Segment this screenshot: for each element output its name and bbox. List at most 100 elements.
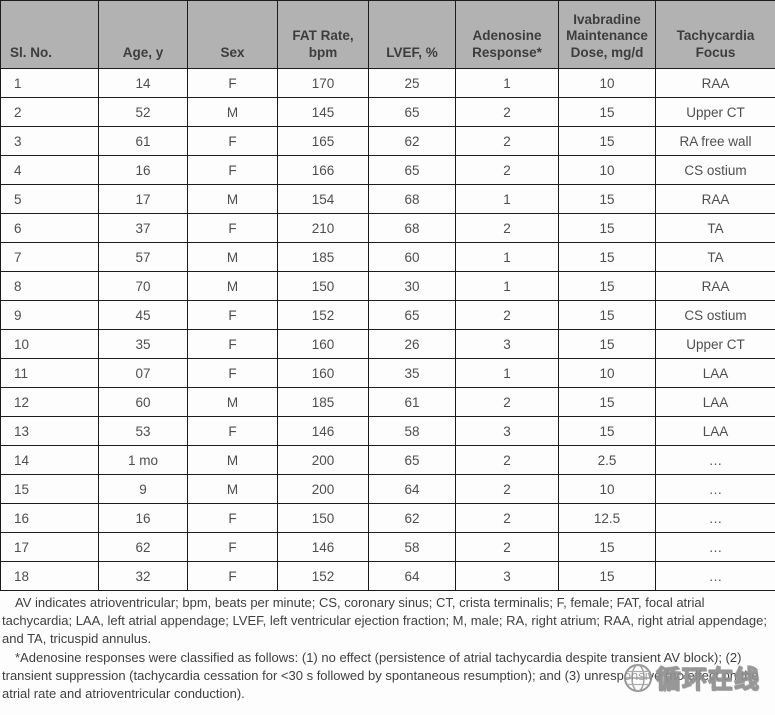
header-age: Age, y xyxy=(98,0,188,69)
table-cell: 57 xyxy=(98,242,188,272)
table-cell: 210 xyxy=(277,213,369,243)
table-cell: 70 xyxy=(98,271,188,301)
table-row: 16 16 F 150 62 2 12.5… xyxy=(0,503,775,533)
table-cell: 160 xyxy=(277,358,369,388)
table-cell: F xyxy=(187,329,278,359)
table-cell: 58 xyxy=(368,532,456,562)
table-cell: 12.5 xyxy=(558,503,656,533)
table-cell: 5 xyxy=(0,184,99,214)
table-cell: 17 xyxy=(0,532,99,562)
table-cell: 3 xyxy=(455,561,559,591)
table-cell: RA free wall xyxy=(655,126,775,156)
table-cell: LAA xyxy=(655,358,775,388)
table-row: 2 52 M 145 65 2 15 Upper CT xyxy=(0,97,775,127)
table-row: 9 45 F 152 65 2 15 CS ostium xyxy=(0,300,775,330)
table-cell: 15 xyxy=(558,271,656,301)
table-row: 11 07 F 160 35 1 10 LAA xyxy=(0,358,775,388)
table-cell: 07 xyxy=(98,358,188,388)
table-cell: 1 xyxy=(0,68,99,98)
table-cell: 18 xyxy=(0,561,99,591)
table-cell: 152 xyxy=(277,300,369,330)
table-cell: F xyxy=(187,561,278,591)
table-cell: LAA xyxy=(655,387,775,417)
table-row: 4 16 F 166 65 2 10 CS ostium xyxy=(0,155,775,185)
table-cell: 58 xyxy=(368,416,456,446)
table-cell: 60 xyxy=(368,242,456,272)
table-cell: LAA xyxy=(655,416,775,446)
table-cell: F xyxy=(187,126,278,156)
table-cell: 10 xyxy=(0,329,99,359)
table-cell: 8 xyxy=(0,271,99,301)
table-cell: 15 xyxy=(558,213,656,243)
table-cell: 200 xyxy=(277,445,369,475)
table-cell: 2 xyxy=(0,97,99,127)
table-cell: 32 xyxy=(98,561,188,591)
table-row: 10 35 F 160 26 3 15 Upper CT xyxy=(0,329,775,359)
table-cell: 2 xyxy=(455,126,559,156)
table-cell: 64 xyxy=(368,561,456,591)
table-cell: 15 xyxy=(558,329,656,359)
table-cell: RAA xyxy=(655,184,775,214)
header-adenosine-response: Adenosine Response* xyxy=(455,0,559,69)
table-cell: 185 xyxy=(277,387,369,417)
table-row: 15 9 M 200 64 2 10… xyxy=(0,474,775,504)
table-cell: 166 xyxy=(277,155,369,185)
table-cell: 3 xyxy=(455,329,559,359)
table-cell: 1 xyxy=(455,271,559,301)
table-cell: 26 xyxy=(368,329,456,359)
table-cell: M xyxy=(187,474,278,504)
table-cell: 16 xyxy=(98,503,188,533)
table-cell: 15 xyxy=(558,184,656,214)
table-cell: 45 xyxy=(98,300,188,330)
table-cell: 13 xyxy=(0,416,99,446)
table-cell: Upper CT xyxy=(655,97,775,127)
table-row: 17 62 F 146 58 2 15… xyxy=(0,532,775,562)
table-cell: … xyxy=(655,532,775,562)
table-cell: 146 xyxy=(277,416,369,446)
table-cell: CS ostium xyxy=(655,155,775,185)
table-cell: 35 xyxy=(98,329,188,359)
table-row: 6 37 F 210 68 2 15 TA xyxy=(0,213,775,243)
patient-characteristics-table: Sl. No. Age, y Sex FAT Rate, bpm LVEF, %… xyxy=(0,0,775,591)
table-cell: F xyxy=(187,68,278,98)
table-cell: 61 xyxy=(98,126,188,156)
table-cell: 9 xyxy=(98,474,188,504)
table-cell: 10 xyxy=(558,155,656,185)
table-cell: 15 xyxy=(558,97,656,127)
table-cell: 2 xyxy=(455,97,559,127)
table-cell: … xyxy=(655,445,775,475)
table-cell: 2 xyxy=(455,474,559,504)
table-cell: … xyxy=(655,561,775,591)
table-cell: 146 xyxy=(277,532,369,562)
table-cell: 12 xyxy=(0,387,99,417)
header-sl-no: Sl. No. xyxy=(0,0,99,69)
table-cell: 15 xyxy=(558,416,656,446)
table-cell: CS ostium xyxy=(655,300,775,330)
table-cell: 60 xyxy=(98,387,188,417)
abbreviations-footnote: AV indicates atrioventricular; bpm, beat… xyxy=(2,595,767,647)
table-cell: … xyxy=(655,474,775,504)
table-cell: 165 xyxy=(277,126,369,156)
table-cell: M xyxy=(187,97,278,127)
table-cell: 1 xyxy=(455,68,559,98)
table-cell: 35 xyxy=(368,358,456,388)
table-cell: 1 mo xyxy=(98,445,188,475)
table-cell: 160 xyxy=(277,329,369,359)
table-cell: 15 xyxy=(558,300,656,330)
table-cell: 15 xyxy=(558,532,656,562)
table-cell: 2 xyxy=(455,387,559,417)
table-cell: 61 xyxy=(368,387,456,417)
table-cell: M xyxy=(187,184,278,214)
table-row: 3 61 F 165 62 2 15 RA free wall xyxy=(0,126,775,156)
table-cell: 62 xyxy=(368,126,456,156)
table-cell: 65 xyxy=(368,445,456,475)
table-cell: 185 xyxy=(277,242,369,272)
adenosine-footnote: *Adenosine responses were classified as … xyxy=(2,649,759,702)
table-cell: 11 xyxy=(0,358,99,388)
table-row: 14 1 mo M 200 65 2 2.5… xyxy=(0,445,775,475)
table-footnotes: AV indicates atrioventricular; bpm, beat… xyxy=(0,594,775,703)
table-cell: 25 xyxy=(368,68,456,98)
table-cell: 14 xyxy=(98,68,188,98)
table-cell: 10 xyxy=(558,358,656,388)
table-cell: RAA xyxy=(655,68,775,98)
